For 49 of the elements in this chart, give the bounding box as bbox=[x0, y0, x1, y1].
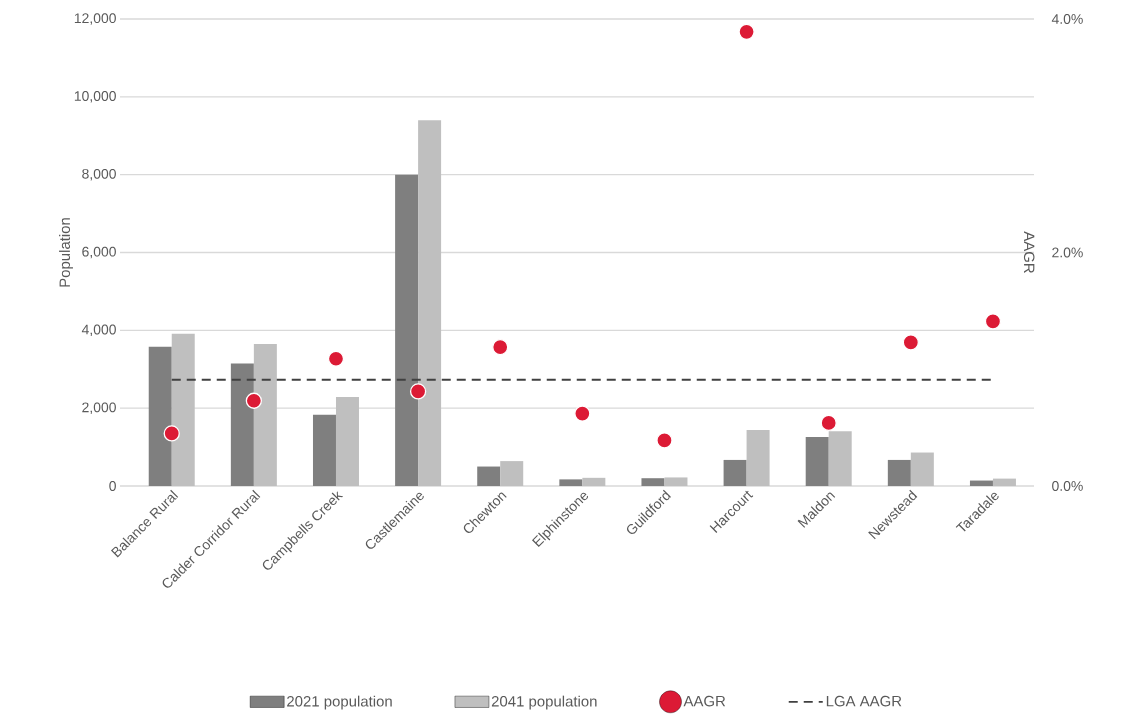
point bbox=[574, 405, 591, 422]
legend-label: 2041 population bbox=[491, 695, 597, 710]
point bbox=[738, 23, 755, 40]
point bbox=[409, 383, 427, 400]
bar bbox=[805, 436, 829, 486]
bar bbox=[969, 480, 993, 486]
bar bbox=[664, 477, 688, 486]
bar bbox=[582, 477, 606, 486]
y-axis-title: Population bbox=[59, 218, 73, 287]
point bbox=[327, 350, 345, 367]
bar bbox=[559, 479, 583, 486]
bar bbox=[312, 414, 336, 486]
y2-tick-label: 2.0% bbox=[1052, 247, 1083, 258]
y-tick-label: 2,000 bbox=[82, 402, 116, 414]
bar bbox=[641, 478, 665, 486]
y2-tick-label: 4.0% bbox=[1051, 14, 1083, 24]
y-tick-label: 4,000 bbox=[81, 324, 116, 337]
legend-label: LGA AAGR bbox=[826, 695, 902, 707]
bar bbox=[395, 174, 419, 486]
y-tick-label: 10,000 bbox=[74, 91, 116, 103]
point bbox=[163, 425, 180, 442]
bar bbox=[335, 396, 359, 486]
bar bbox=[148, 346, 172, 486]
point bbox=[984, 313, 1002, 330]
point bbox=[245, 392, 263, 409]
bar bbox=[253, 343, 277, 486]
legend-label: AAGR bbox=[683, 695, 726, 707]
point bbox=[656, 432, 673, 449]
bar bbox=[887, 459, 911, 486]
bar bbox=[171, 333, 195, 486]
y-tick-label: 12,000 bbox=[74, 13, 116, 25]
bar bbox=[723, 459, 747, 486]
bar bbox=[992, 478, 1016, 486]
bar bbox=[477, 466, 501, 486]
bar bbox=[230, 363, 254, 486]
y2-tick-label: 0.0% bbox=[1052, 481, 1083, 491]
bar bbox=[910, 452, 934, 486]
point bbox=[820, 414, 837, 432]
y2-axis-title: AAGR bbox=[1023, 231, 1035, 273]
legend-label: 2021 population bbox=[287, 695, 392, 710]
bar bbox=[746, 429, 770, 486]
bar bbox=[828, 431, 852, 486]
point bbox=[492, 338, 509, 356]
y-tick-label: 8,000 bbox=[82, 168, 116, 181]
point bbox=[902, 334, 919, 351]
bar bbox=[418, 120, 442, 486]
y-tick-label: 0 bbox=[109, 481, 116, 491]
bar bbox=[500, 461, 524, 486]
y-tick-label: 6,000 bbox=[82, 246, 116, 259]
